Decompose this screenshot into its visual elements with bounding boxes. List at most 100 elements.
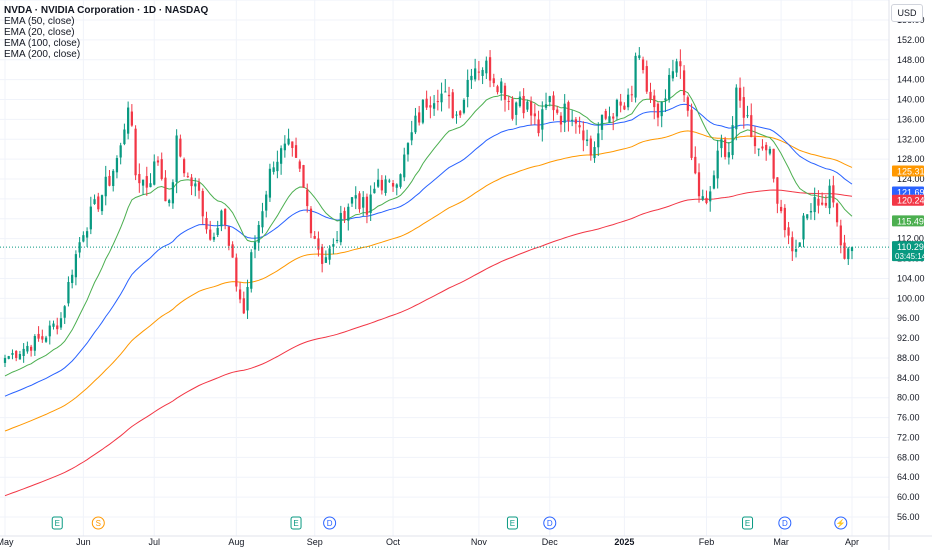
badge-bg	[892, 194, 924, 206]
candle-body	[332, 244, 335, 247]
price-tick-label: 56.00	[897, 512, 920, 522]
candle-body	[190, 177, 193, 187]
candle-body	[138, 173, 141, 184]
candle-body	[89, 206, 92, 230]
price-tick-label: 76.00	[897, 413, 920, 423]
candle-body	[649, 91, 652, 100]
price-tick-label: 100.00	[897, 293, 925, 303]
candle-body	[447, 94, 451, 97]
candle-body	[175, 135, 178, 182]
candle-body	[615, 99, 619, 117]
candle-body	[373, 188, 376, 194]
candle-body	[164, 177, 167, 202]
candle-body	[753, 137, 757, 147]
candle-body	[843, 242, 846, 259]
candle-body	[134, 128, 137, 176]
candle-body	[791, 237, 794, 252]
candle-body	[757, 148, 760, 150]
candle-body	[377, 179, 380, 187]
event-shape	[742, 516, 754, 530]
badge-value: 121.69	[897, 188, 925, 198]
event-glyph: E	[55, 519, 60, 528]
indicator-ema100[interactable]: EMA (100, close)	[4, 38, 81, 49]
event-earnings-icon[interactable]: E	[51, 516, 63, 530]
candle-body	[761, 146, 764, 149]
candle-body	[306, 189, 309, 207]
candle-body	[671, 71, 675, 79]
price-tick-label: 128.00	[897, 154, 925, 164]
price-tick-label: 104.00	[897, 273, 925, 283]
event-earnings-icon[interactable]: E	[290, 516, 302, 530]
candle-body	[477, 71, 480, 73]
event-glyph: E	[745, 519, 750, 528]
indicator-ema200[interactable]: EMA (200, close)	[4, 49, 81, 60]
candle-body	[268, 168, 272, 198]
candle-body	[56, 325, 59, 330]
candle-body	[619, 101, 622, 106]
badge-countdown: 03:45:14	[895, 252, 927, 261]
event-alert-icon[interactable]: ⚡	[834, 516, 848, 530]
candle-body	[317, 238, 320, 250]
candle-body	[279, 148, 283, 164]
candle-body	[145, 176, 148, 188]
candle-body	[365, 196, 369, 215]
event-earnings-icon[interactable]: E	[506, 516, 518, 530]
event-dividend-icon[interactable]: D	[778, 516, 792, 530]
event-dividend-icon[interactable]: D	[323, 516, 337, 530]
event-split-icon[interactable]: S	[91, 516, 105, 530]
candle-body	[634, 55, 637, 98]
candle-body	[3, 357, 7, 363]
candle-body	[227, 226, 230, 246]
candle-body	[399, 174, 402, 187]
price-axis: 56.00 60.00 64.00 68.00 72.00 76.00 80.00 84.00…	[897, 15, 925, 522]
candle-body	[511, 98, 514, 119]
candle-body	[294, 145, 298, 158]
candle-body	[418, 112, 421, 123]
candle-body	[29, 346, 33, 351]
candle-body	[179, 138, 182, 157]
candle-body	[638, 55, 641, 59]
candle-body	[168, 200, 171, 203]
candle-body	[824, 202, 828, 206]
event-glyph: S	[96, 519, 101, 528]
candle-body	[48, 325, 51, 337]
price-tick-label: 92.00	[897, 333, 920, 343]
candle-body	[100, 195, 104, 212]
candle-body	[697, 172, 701, 197]
badge-bg	[892, 165, 924, 177]
candle-body	[578, 125, 581, 128]
candle-body	[835, 203, 839, 223]
candle-body	[574, 119, 578, 124]
time-tick-label: Apr	[845, 537, 859, 547]
candle-body	[130, 111, 133, 126]
candle-body	[182, 159, 186, 174]
candle-body	[406, 143, 410, 155]
candle-body	[335, 239, 339, 241]
candle-body	[459, 111, 462, 116]
candle-body	[455, 114, 458, 116]
candle-body	[212, 236, 216, 240]
event-glyph: D	[547, 519, 553, 528]
candle-body	[209, 229, 212, 240]
candle-body	[246, 286, 249, 311]
candle-body	[451, 92, 454, 118]
price-tick-label: 144.00	[897, 75, 925, 85]
candle-body	[343, 210, 346, 219]
candle-body	[380, 179, 383, 191]
event-earnings-icon[interactable]: E	[742, 516, 754, 530]
candle-body	[82, 235, 85, 242]
price-tick-label: 60.00	[897, 492, 920, 502]
event-dividend-icon[interactable]: D	[543, 516, 557, 530]
candle-body	[544, 104, 548, 108]
candle-body	[220, 210, 223, 227]
indicator-ema20[interactable]: EMA (20, close)	[4, 27, 75, 38]
symbol-title[interactable]: NVDA · NVIDIA Corporation · 1D · NASDAQ	[4, 5, 209, 16]
candle-body	[432, 103, 436, 109]
candle-body	[298, 161, 301, 169]
currency-button[interactable]: USD	[891, 4, 923, 22]
indicator-ema50[interactable]: EMA (50, close)	[4, 16, 75, 27]
candle-body	[690, 109, 693, 158]
